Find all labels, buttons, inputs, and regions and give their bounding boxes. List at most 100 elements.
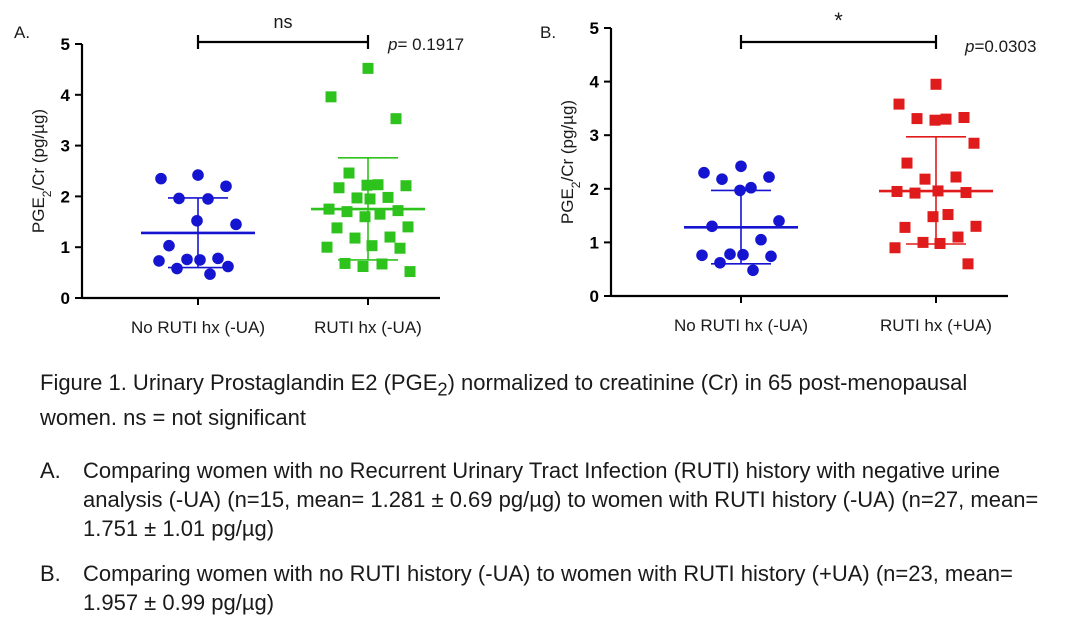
data-point bbox=[968, 137, 980, 149]
data-point bbox=[376, 258, 388, 270]
data-point bbox=[696, 249, 708, 262]
data-point bbox=[155, 172, 167, 185]
data-point bbox=[930, 78, 942, 90]
data-point bbox=[942, 209, 954, 221]
data-point bbox=[325, 91, 337, 103]
data-point bbox=[745, 181, 757, 194]
y-tick-label: 5 bbox=[61, 35, 70, 54]
data-point bbox=[952, 231, 964, 243]
chart-panel-b: B. 0 1 2 3 4 5 PGE2/Cr (pg/µg) No RUTI hx (-UA) R… bbox=[540, 8, 1036, 335]
y-tick-label: 5 bbox=[590, 19, 599, 38]
description-label: B. bbox=[40, 561, 61, 586]
data-point bbox=[929, 114, 941, 126]
data-point bbox=[919, 173, 931, 185]
data-point bbox=[204, 268, 216, 280]
data-point bbox=[194, 254, 206, 266]
description-label: A. bbox=[40, 458, 61, 483]
data-point bbox=[716, 173, 728, 185]
description-a: A. Comparing women with no Recurrent Uri… bbox=[40, 456, 1050, 543]
data-point bbox=[220, 180, 232, 193]
data-point bbox=[737, 248, 749, 261]
data-point bbox=[171, 262, 183, 275]
data-point bbox=[765, 250, 777, 263]
y-tick-label: 2 bbox=[590, 180, 599, 199]
significance-label: * bbox=[834, 8, 843, 33]
p-value-label: p=0.0303 bbox=[964, 37, 1036, 56]
data-point bbox=[181, 253, 193, 266]
data-point bbox=[911, 113, 923, 125]
data-point bbox=[192, 169, 204, 181]
y-tick-label: 4 bbox=[61, 86, 71, 105]
data-point bbox=[400, 180, 412, 192]
data-point bbox=[359, 211, 371, 223]
y-tick-label: 4 bbox=[590, 73, 600, 92]
data-point bbox=[960, 187, 972, 199]
data-point bbox=[390, 113, 402, 125]
data-point bbox=[394, 242, 406, 254]
description-b: B. Comparing women with no RUTI history … bbox=[40, 559, 1050, 617]
data-point bbox=[893, 98, 905, 110]
data-point bbox=[698, 166, 710, 179]
data-point bbox=[763, 171, 775, 183]
data-point bbox=[950, 171, 962, 183]
y-tick-label: 2 bbox=[61, 187, 70, 206]
caption-part: ) normalized to creatinine (Cr) in 65 po… bbox=[40, 370, 968, 431]
data-point bbox=[962, 258, 974, 270]
data-point bbox=[366, 240, 378, 252]
x-tick-label: No RUTI hx (-UA) bbox=[674, 316, 808, 335]
data-point bbox=[970, 220, 982, 232]
panel-label: A. bbox=[14, 23, 30, 42]
data-point bbox=[339, 257, 351, 269]
y-tick-label: 3 bbox=[61, 137, 70, 156]
data-point bbox=[927, 211, 939, 223]
data-point bbox=[755, 233, 767, 246]
chart-panel-a: A. 0 1 2 3 4 5 PGE2/Cr (pg/µg) No RUTI hx (-UA) R… bbox=[14, 12, 464, 337]
y-axis-label: PGE2/Cr (pg/µg) bbox=[29, 109, 54, 233]
data-point bbox=[917, 236, 929, 248]
description-text: Comparing women with no Recurrent Urinar… bbox=[83, 458, 1039, 541]
data-point bbox=[404, 266, 416, 278]
panel-label: B. bbox=[540, 23, 556, 42]
data-point bbox=[724, 248, 736, 260]
data-point bbox=[230, 218, 242, 231]
data-point bbox=[362, 62, 374, 74]
data-point bbox=[341, 206, 353, 218]
data-point bbox=[940, 113, 952, 125]
data-point bbox=[364, 193, 376, 205]
x-tick-label: RUTI hx (-UA) bbox=[314, 318, 422, 337]
data-point bbox=[714, 256, 726, 269]
figure-caption: Figure 1. Urinary Prostaglandin E2 (PGE2… bbox=[40, 368, 1050, 432]
significance-label: ns bbox=[273, 12, 292, 32]
data-point bbox=[402, 221, 414, 233]
data-point bbox=[747, 264, 759, 277]
data-point bbox=[384, 231, 396, 243]
data-point bbox=[202, 193, 214, 205]
y-tick-label: 0 bbox=[590, 287, 599, 306]
caption-part: Figure 1. Urinary Prostaglandin E2 (PGE bbox=[40, 370, 438, 395]
y-tick-label: 1 bbox=[590, 233, 599, 252]
data-point bbox=[392, 205, 404, 217]
y-tick-label: 1 bbox=[61, 238, 70, 257]
data-point bbox=[351, 192, 363, 204]
data-point bbox=[222, 260, 234, 273]
data-point bbox=[773, 215, 785, 227]
data-point bbox=[321, 241, 333, 253]
data-point bbox=[382, 191, 394, 203]
data-point bbox=[163, 239, 175, 252]
y-tick-label: 0 bbox=[61, 289, 70, 308]
data-point bbox=[331, 222, 343, 234]
data-point bbox=[333, 182, 345, 194]
data-point bbox=[357, 261, 369, 273]
data-point bbox=[361, 179, 373, 191]
caption-subscript: 2 bbox=[437, 378, 448, 400]
x-tick-label: RUTI hx (+UA) bbox=[880, 316, 992, 335]
data-point bbox=[349, 232, 361, 244]
data-point bbox=[374, 208, 386, 220]
data-point bbox=[153, 255, 165, 267]
data-point bbox=[909, 187, 921, 199]
y-axis-label: PGE2/Cr (pg/µg) bbox=[558, 100, 583, 224]
data-point bbox=[901, 157, 913, 169]
data-point bbox=[343, 167, 355, 179]
data-point bbox=[191, 214, 203, 227]
data-point bbox=[958, 112, 970, 124]
